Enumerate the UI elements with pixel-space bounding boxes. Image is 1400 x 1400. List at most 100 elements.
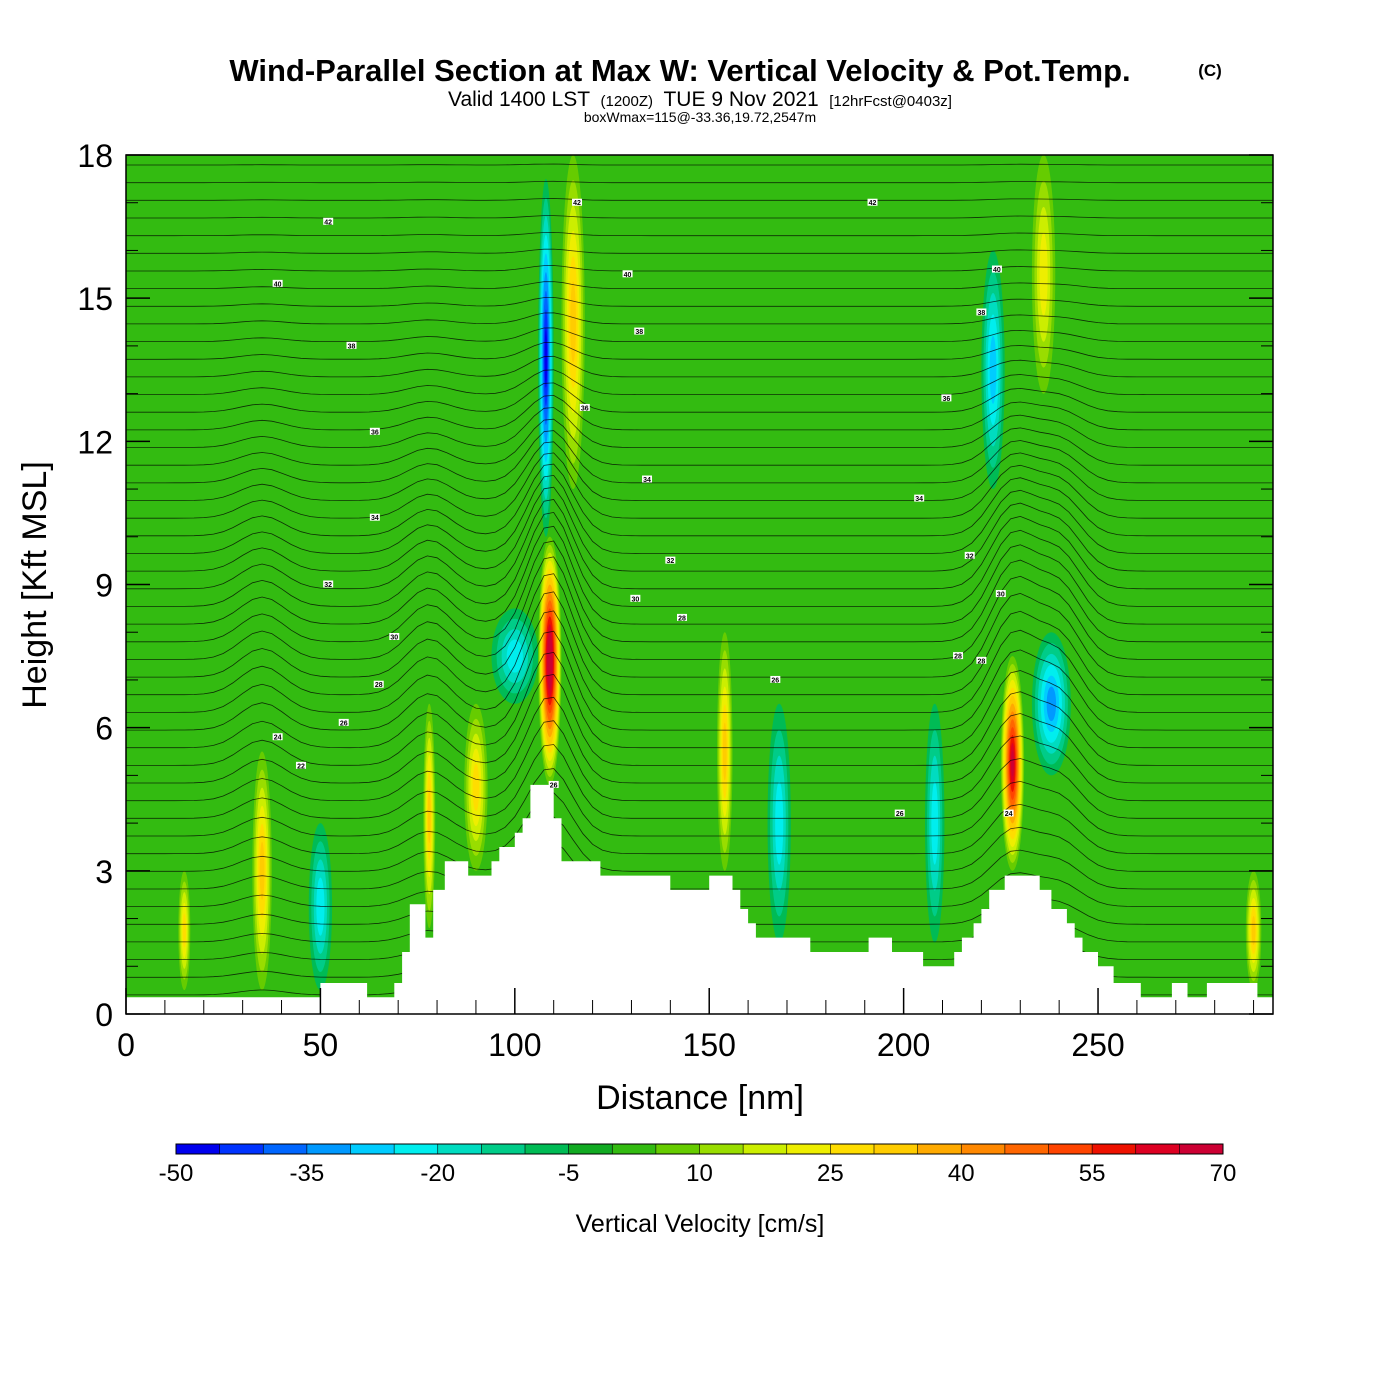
colorbar-tick-label: -35 [290, 1160, 325, 1187]
contour-label-bg [622, 270, 633, 278]
contour-label: 32 [666, 558, 674, 565]
theta-contour [126, 369, 1273, 396]
contour-label: 28 [678, 615, 686, 622]
colorbar-swatch [655, 1144, 700, 1154]
contour-label: 38 [348, 343, 356, 350]
theta-contour [126, 720, 1273, 802]
theta-contour [126, 248, 1273, 254]
contour-label-bg [953, 652, 964, 660]
contour-label-bg [323, 217, 334, 225]
colorbar-swatch [743, 1144, 788, 1154]
theta-contour [126, 573, 1273, 678]
contour-label: 42 [869, 200, 877, 207]
contour-label-bg [770, 675, 781, 683]
colorbar-swatch [525, 1144, 570, 1154]
contour-label-bg [389, 632, 400, 640]
colorbar-swatch [1048, 1144, 1093, 1154]
theta-contour [126, 474, 1273, 554]
theta-contour [126, 768, 1273, 837]
colorbar-swatch [306, 1144, 351, 1154]
velocity-cell [464, 703, 488, 871]
colorbar-swatch [1135, 1144, 1180, 1154]
colorbar-swatch [961, 1144, 1006, 1154]
contour-label-bg [272, 279, 283, 287]
contour-label: 28 [375, 682, 383, 689]
colorbar-tick-label: 40 [948, 1160, 975, 1187]
colorbar-swatch [394, 1144, 439, 1154]
colorbar-swatch [263, 1144, 308, 1154]
theta-contour [126, 525, 1273, 625]
theta-contour [126, 630, 1273, 731]
contour-label-bg [995, 590, 1006, 598]
velocity-cell [767, 703, 791, 943]
velocity-cell [716, 632, 733, 871]
theta-contour [126, 265, 1273, 272]
y-tick-label: 6 [95, 711, 113, 747]
theta-contour [126, 382, 1273, 413]
contour-label: 36 [371, 429, 379, 436]
theta-contour [126, 407, 1273, 448]
colorbar-tick-label: 55 [1079, 1160, 1106, 1187]
contour-label: 26 [340, 720, 348, 727]
theta-contour [126, 341, 1273, 360]
colorbar-swatch [874, 1144, 919, 1154]
contour-label-bg [369, 513, 380, 521]
colorbar-label: Vertical Velocity [cm/s] [576, 1210, 825, 1238]
contour-label: 26 [771, 677, 779, 684]
theta-contour [126, 744, 1273, 819]
velocity-cell [491, 608, 539, 704]
x-axis: 0 50 100 150 200 250 [117, 988, 1255, 1063]
theta-contour [126, 499, 1273, 590]
y-tick-label: 9 [95, 568, 113, 604]
x-tick-label: 0 [117, 1027, 135, 1063]
colorbar-swatch [786, 1144, 831, 1154]
contour-label-bg [991, 265, 1002, 273]
colorbar [175, 1143, 1224, 1155]
theta-contour [126, 696, 1273, 784]
contour-label: 40 [274, 281, 282, 288]
contour-label: 34 [643, 477, 651, 484]
contour-label-bg [369, 427, 380, 435]
theta-contour [126, 463, 1273, 537]
x-axis-label: Distance [nm] [596, 1079, 804, 1117]
contour-label: 28 [977, 658, 985, 665]
contour-label: 42 [324, 219, 332, 226]
contour-label-bg [1003, 809, 1014, 817]
theta-contour [126, 281, 1273, 289]
colorbar-swatch [830, 1144, 875, 1154]
theta-contour [126, 198, 1273, 201]
theta-contour [126, 394, 1273, 431]
velocity-cell [1245, 870, 1262, 991]
x-tick-label: 200 [877, 1027, 930, 1063]
y-tick-label: 0 [95, 997, 113, 1033]
contour-label: 32 [966, 553, 974, 560]
contour-label-bg [634, 327, 645, 335]
theta-contour [126, 215, 1273, 219]
theta-contour [126, 591, 1273, 696]
velocity-cell [981, 250, 1005, 490]
theta-contour [126, 540, 1273, 643]
contour-label-bg [338, 718, 349, 726]
colorbar-swatch [176, 1144, 221, 1154]
velocity-cell [1031, 155, 1056, 394]
contour-label-bg [323, 580, 334, 588]
colorbar-swatch [568, 1144, 613, 1154]
contour-label-bg [373, 680, 384, 688]
contour-label: 40 [624, 272, 632, 279]
velocity-cell [1000, 656, 1025, 871]
theta-contour [126, 231, 1273, 237]
y-tick-label: 12 [77, 424, 113, 460]
x-tick-label: 250 [1071, 1027, 1124, 1063]
colorbar-swatch [1004, 1144, 1049, 1154]
theta-contour [126, 355, 1273, 378]
contour-label: 40 [993, 267, 1001, 274]
theta-contour [126, 418, 1273, 466]
colorbar-swatch [612, 1144, 657, 1154]
copyright-mark: (C) [1198, 61, 1222, 80]
contour-label-bg [665, 556, 676, 564]
contour-label-bg [914, 494, 925, 502]
colorbar-tick-label: 10 [686, 1160, 713, 1187]
contour-label-bg [272, 733, 283, 741]
theta-contour [126, 163, 1273, 166]
